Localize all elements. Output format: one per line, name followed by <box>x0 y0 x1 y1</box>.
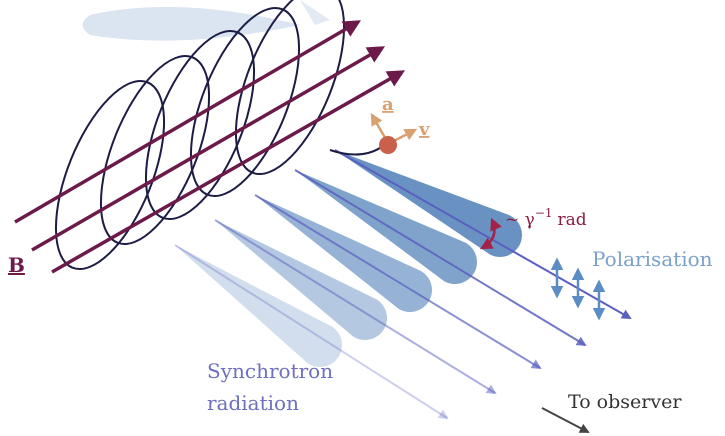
field-label: B <box>8 253 25 277</box>
polarisation-label: Polarisation <box>592 247 713 271</box>
synchrotron-label: Synchrotron <box>207 359 333 383</box>
acceleration-label: a <box>382 94 394 115</box>
field-lines <box>15 22 402 272</box>
beam-width: ~ γ <box>505 210 535 230</box>
top-lobe <box>83 7 301 41</box>
velocity-label: v <box>418 119 430 140</box>
top-lobe-tip <box>300 0 330 25</box>
synchrotron-label: radiation <box>207 391 299 415</box>
observer-label: To observer <box>568 391 682 413</box>
radiation-lobes <box>175 150 522 367</box>
beam-unit: rad <box>558 210 587 230</box>
field-line <box>15 22 358 222</box>
electron <box>379 136 397 154</box>
synchrotron-diagram: a v B ~ γ−1rad Polarisation Synchrotron … <box>0 0 725 436</box>
beam-exponent: −1 <box>535 206 553 220</box>
helix-loop <box>124 17 277 234</box>
beam-width-label: ~ γ−1 rad <box>505 206 587 230</box>
helix-tail <box>330 148 380 155</box>
